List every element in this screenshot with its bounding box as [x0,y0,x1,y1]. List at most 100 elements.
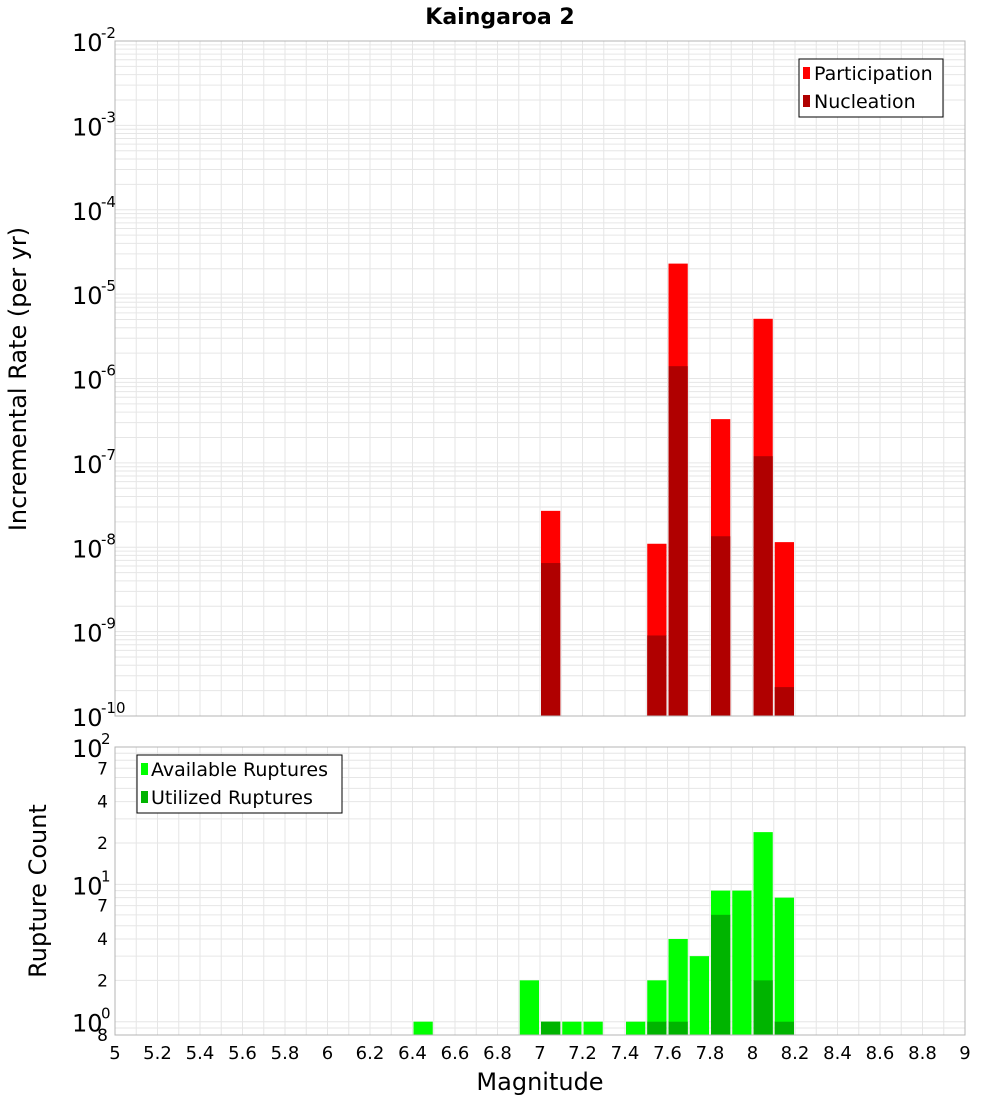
y-tick-label: 10 [72,367,103,395]
legend-swatch-utilized [141,791,148,803]
y-tick-label: 10 [72,198,103,226]
y-tick-exponent: 1 [101,867,111,885]
x-tick-label: 5.2 [143,1043,172,1064]
nucleation-bar [774,687,794,716]
rate-plot-frame [114,40,966,717]
available-bar [626,1021,646,1035]
x-tick-label: 8 [747,1043,758,1064]
y-tick-exponent: -4 [101,193,116,211]
y-tick-exponent: -2 [101,24,116,42]
x-tick-label: 7.4 [611,1043,640,1064]
x-tick-label: 5.6 [228,1043,257,1064]
x-tick-label: 8.2 [781,1043,810,1064]
available-bar [647,980,667,1035]
available-bar [732,890,752,1035]
x-tick-label: 6.8 [483,1043,512,1064]
y-tick-exponent: -9 [101,615,116,633]
count-plot-y-label: Rupture Count [24,804,52,978]
chart-title: Kaingaroa 2 [425,5,574,30]
x-tick-label: 6.6 [441,1043,470,1064]
y-tick-label: 10 [72,451,103,479]
y-tick-exponent: -7 [101,446,116,464]
y-tick-label: 10 [72,29,103,57]
nucleation-bar [668,366,688,716]
y-tick-label: 10 [72,282,103,310]
x-tick-label: 8.6 [866,1043,895,1064]
nucleation-bar [647,635,667,716]
legend-frame [798,58,944,118]
y-tick-label: 10 [72,872,103,900]
utilized-bar [541,1021,561,1035]
y-tick-exponent: 2 [101,730,111,748]
utilized-bar [753,980,773,1035]
y-minor-tick-label: 4 [97,930,108,950]
available-bar [774,897,794,1035]
legend-label-available: Available Ruptures [151,759,328,781]
y-tick-exponent: -6 [101,362,116,380]
y-minor-tick-label: 7 [97,759,108,779]
rate-plot-y-label: Incremental Rate (per yr) [4,227,32,531]
y-tick-label: 10 [72,704,103,732]
y-minor-tick-label: 2 [97,971,108,991]
y-tick-label: 10 [72,535,103,563]
legend-label-participation: Participation [814,63,933,85]
available-bar [519,980,539,1035]
y-tick-exponent: -3 [101,108,116,126]
nucleation-bar [753,456,773,716]
count-plot-legend: Available Ruptures Utilized Ruptures [136,754,343,814]
x-tick-label: 8.4 [823,1043,852,1064]
y-minor-tick-label: 2 [97,834,108,854]
utilized-bar [711,914,731,1035]
y-tick-label: 10 [72,620,103,648]
x-tick-label: 6.2 [356,1043,385,1064]
legend-label-nucleation: Nucleation [814,91,916,113]
y-tick-exponent: -5 [101,277,116,295]
x-tick-label: 5.8 [271,1043,300,1064]
y-tick-exponent: 0 [101,1005,111,1023]
x-tick-label: 7.6 [653,1043,682,1064]
y-tick-label: 10 [72,113,103,141]
x-tick-label: 6 [322,1043,333,1064]
rate-plot-grid [114,41,966,716]
x-tick-label: 5.4 [186,1043,215,1064]
x-tick-label: 7.8 [696,1043,725,1064]
x-tick-label: 7 [534,1043,545,1064]
utilized-bar [668,1021,688,1035]
x-tick-label: 7.2 [568,1043,597,1064]
y-tick-exponent: -10 [101,699,126,717]
x-tick-label: 5 [109,1043,120,1064]
count-plot-x-ticks: 5 5.2 5.4 5.6 5.8 6 6.2 6.4 6.6 6.8 7 7.2 7.4 7.6 7.8 8… [109,1043,970,1064]
legend-frame [136,754,343,814]
legend-label-utilized: Utilized Ruptures [151,787,313,809]
available-bar [668,939,688,1035]
x-tick-label: 6.4 [398,1043,427,1064]
utilized-bar [647,1021,667,1035]
available-bar [562,1021,582,1035]
x-tick-label: 8.8 [908,1043,937,1064]
count-plot-frame [114,746,966,1036]
legend-swatch-available [141,763,148,775]
available-bar [689,956,709,1035]
y-tick-label: 10 [72,735,103,763]
x-tick-label: 9 [959,1043,970,1064]
legend-swatch-participation [803,67,810,79]
available-bar [413,1021,433,1035]
utilized-bar [774,1021,794,1035]
rate-plot-bars [541,263,794,716]
y-minor-tick-label: 4 [97,793,108,813]
count-plot-bars [413,832,794,1035]
available-bar [583,1021,603,1035]
y-minor-tick-label: 7 [97,897,108,917]
legend-swatch-nucleation [803,95,810,107]
nucleation-bar [541,563,561,716]
participation-bar [774,542,794,716]
x-axis-label: Magnitude [476,1068,603,1096]
rate-plot-legend: Participation Nucleation [798,58,944,118]
nucleation-bar [711,536,731,716]
y-minor-tick-label: 8 [97,1026,108,1046]
